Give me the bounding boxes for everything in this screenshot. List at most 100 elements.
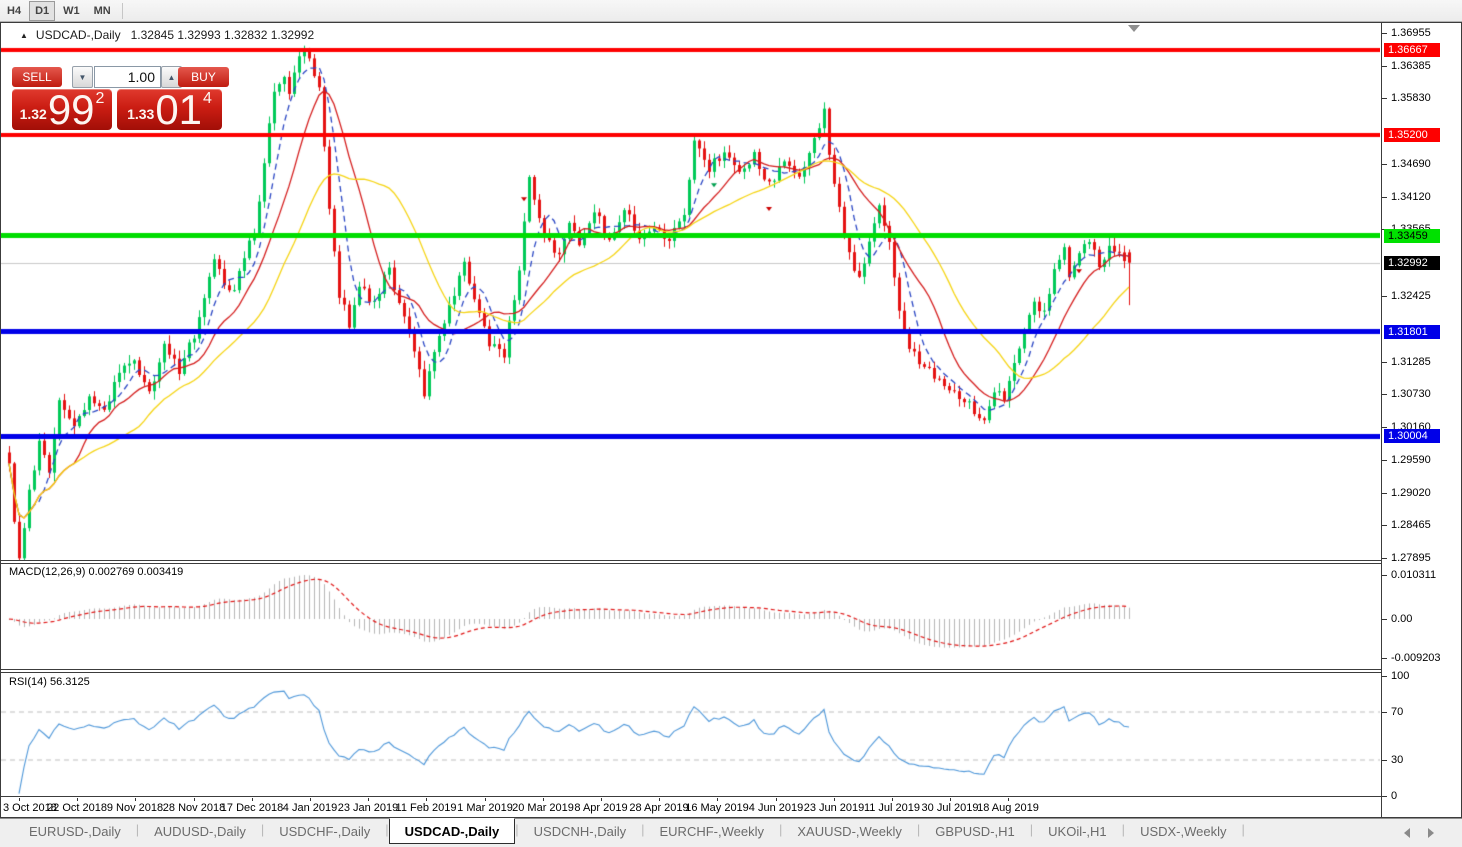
toolbar-separator xyxy=(121,2,123,19)
tabs-scroll-left-icon[interactable] xyxy=(1404,828,1410,838)
tab-usdx-weekly[interactable]: USDX-,Weekly xyxy=(1140,823,1227,839)
buy-price-big-digits: 01 xyxy=(155,86,203,133)
axis-tick-mark xyxy=(1382,658,1387,659)
date-tick-mark xyxy=(77,798,78,801)
tab-separator: | xyxy=(1121,822,1126,837)
chart-symbol-label: USDCAD-,Daily xyxy=(35,28,121,42)
axis-tick-mark xyxy=(1382,33,1387,34)
date-tick-mark xyxy=(368,798,369,801)
timeframe-toolbar: H4 D1 W1 MN xyxy=(0,0,1462,22)
axis-tick-mark xyxy=(1382,575,1387,576)
one-click-trade-widget: SELL ▼ ▲ BUY 1.32 99 2 1.33 01 4 xyxy=(12,47,232,132)
price-level-label: 1.31801 xyxy=(1384,325,1440,339)
tab-gbpusd-h1[interactable]: GBPUSD-,H1 xyxy=(935,823,1015,839)
timeframe-button-mn[interactable]: MN xyxy=(93,4,111,17)
chart-shift-marker[interactable] xyxy=(1128,25,1140,32)
date-axis-label: 3 Oct 2018 xyxy=(3,802,57,814)
buy-price-panel[interactable]: 1.33 01 4 xyxy=(117,86,222,133)
date-tick-mark xyxy=(135,798,136,801)
tab-xauusd-weekly[interactable]: XAUUSD-,Weekly xyxy=(797,823,902,839)
tab-usdchf-daily[interactable]: USDCHF-,Daily xyxy=(279,823,371,839)
price-axis-label: 1.29590 xyxy=(1391,454,1431,466)
date-tick-mark xyxy=(252,798,253,801)
tab-usdcad-daily[interactable]: USDCAD-,Daily xyxy=(388,818,516,844)
date-tick-mark xyxy=(834,798,835,801)
one-click-panel-toggle-icon[interactable]: ▲ xyxy=(20,30,28,40)
panel-separator[interactable] xyxy=(1,669,1461,673)
chart-quote-values: 1.32845 1.32993 1.32832 1.32992 xyxy=(130,28,315,42)
date-axis-label: 8 Apr 2019 xyxy=(574,802,628,814)
tabs-scroll-right-icon[interactable] xyxy=(1428,828,1434,838)
date-tick-mark xyxy=(950,798,951,801)
chart-window: ▲ USDCAD-,Daily 1.32845 1.32993 1.32832 … xyxy=(0,22,1462,818)
rsi-axis-label: 30 xyxy=(1391,754,1404,766)
sell-price-big-digits: 99 xyxy=(47,86,95,133)
tab-usdcnh-daily[interactable]: USDCNH-,Daily xyxy=(533,823,627,839)
date-axis-label: 9 Nov 2018 xyxy=(106,802,164,814)
axis-tick-mark xyxy=(1382,712,1387,713)
volume-decrease-button[interactable]: ▼ xyxy=(72,66,93,88)
tab-separator: | xyxy=(1241,822,1245,837)
price-axis-label: 1.27895 xyxy=(1391,552,1431,564)
axis-tick-mark xyxy=(1382,66,1387,67)
date-tick-mark xyxy=(310,798,311,801)
date-axis-label: 28 Nov 2018 xyxy=(162,802,226,814)
price-axis[interactable]: 1.369551.363851.358301.346901.341201.335… xyxy=(1381,23,1461,817)
price-axis-label: 1.28465 xyxy=(1391,519,1431,531)
axis-tick-mark xyxy=(1382,493,1387,494)
date-axis-label: 17 Dec 2018 xyxy=(220,802,284,814)
sell-price-panel[interactable]: 1.32 99 2 xyxy=(12,86,112,133)
buy-button[interactable]: BUY xyxy=(178,67,229,87)
date-tick-mark xyxy=(717,798,718,801)
date-axis-label: 23 Jan 2019 xyxy=(337,802,399,814)
axis-tick-mark xyxy=(1382,760,1387,761)
tab-eurchf-weekly[interactable]: EURCHF-,Weekly xyxy=(659,823,765,839)
price-chart-canvas[interactable] xyxy=(1,24,1380,560)
axis-tick-mark xyxy=(1382,394,1387,395)
date-axis-label: 22 Oct 2018 xyxy=(47,802,107,814)
date-axis-label: 4 Jan 2019 xyxy=(282,802,338,814)
axis-tick-mark xyxy=(1382,98,1387,99)
date-tick-mark xyxy=(194,798,195,801)
tab-separator: | xyxy=(260,822,265,837)
macd-label: MACD(12,26,9) 0.002769 0.003419 xyxy=(9,566,184,578)
rsi-axis-label: 0 xyxy=(1391,790,1398,802)
timeframe-button-d1[interactable]: D1 xyxy=(29,0,56,21)
price-level-label: 1.32992 xyxy=(1384,256,1440,270)
tab-separator: | xyxy=(1029,822,1034,837)
macd-indicator-canvas[interactable] xyxy=(1,564,1380,669)
date-tick-mark xyxy=(1008,798,1009,801)
tab-audusd-daily[interactable]: AUDUSD-,Daily xyxy=(154,823,246,839)
macd-axis-label: 0.010311 xyxy=(1391,569,1437,581)
price-axis-label: 1.31285 xyxy=(1391,356,1431,368)
date-axis-label: 16 May 2019 xyxy=(685,802,749,814)
panel-separator[interactable] xyxy=(1,560,1461,564)
rsi-axis-label: 100 xyxy=(1391,670,1410,682)
axis-tick-mark xyxy=(1382,525,1387,526)
date-axis-label: 28 Apr 2019 xyxy=(629,802,689,814)
price-axis-label: 1.36385 xyxy=(1391,60,1431,72)
tab-separator: | xyxy=(385,822,389,837)
volume-input[interactable] xyxy=(94,66,161,88)
date-tick-mark xyxy=(892,798,893,801)
chart-title: ▲ USDCAD-,Daily 1.32845 1.32993 1.32832 … xyxy=(20,28,314,42)
timeframe-button-w1[interactable]: W1 xyxy=(63,4,80,17)
date-tick-mark xyxy=(776,798,777,801)
date-tick-mark xyxy=(426,798,427,801)
date-axis-label: 20 Mar 2019 xyxy=(512,802,574,814)
date-axis-label: 30 Jul 2019 xyxy=(921,802,979,814)
macd-axis-label: 0.00 xyxy=(1391,613,1413,625)
tab-ukoil-h1[interactable]: UKOil-,H1 xyxy=(1048,823,1107,839)
price-axis-label: 1.32425 xyxy=(1391,290,1431,302)
timeframe-button-h4[interactable]: H4 xyxy=(7,4,22,17)
buy-price-pip-digit: 4 xyxy=(203,90,212,107)
sell-price-prefix: 1.32 xyxy=(19,106,47,122)
date-axis-label: 11 Feb 2019 xyxy=(395,802,457,814)
date-axis-label: 18 Aug 2019 xyxy=(977,802,1039,814)
date-tick-mark xyxy=(601,798,602,801)
rsi-indicator-canvas[interactable] xyxy=(1,673,1380,796)
price-axis-label: 1.34120 xyxy=(1391,191,1431,203)
date-axis[interactable]: 3 Oct 2018 22 Oct 2018 9 Nov 2018 28 Nov 20… xyxy=(1,798,1381,817)
sell-button[interactable]: SELL xyxy=(12,67,62,87)
tab-eurusd-daily[interactable]: EURUSD-,Daily xyxy=(29,823,121,839)
